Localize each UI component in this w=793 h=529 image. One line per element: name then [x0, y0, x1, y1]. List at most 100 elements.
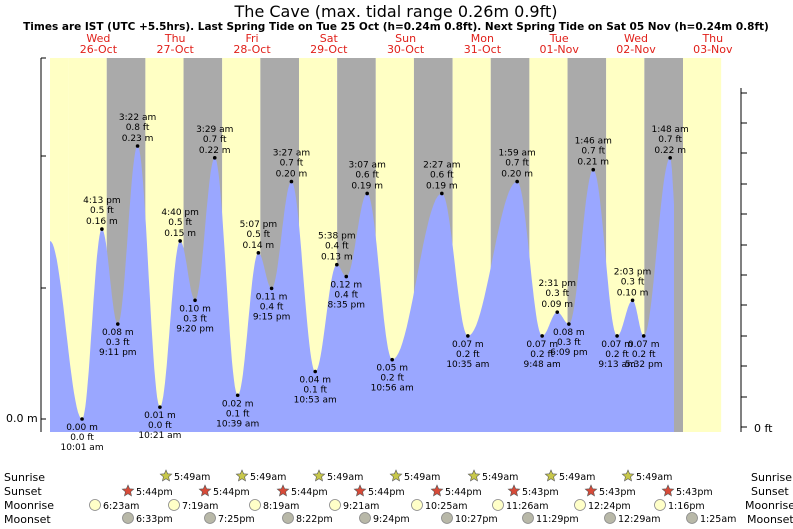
- moonset-icon: [441, 512, 453, 524]
- row-label-moonrise-right: Moonrise: [745, 499, 793, 512]
- moonset-time: 12:29am: [618, 514, 660, 525]
- day-label-date: 31-Oct: [464, 43, 502, 56]
- moonset-icon: [204, 512, 216, 524]
- day-label-date: 03-Nov: [693, 43, 733, 56]
- tide-label-time: 9:15 pm: [253, 312, 291, 322]
- moonset-icon: [604, 512, 616, 524]
- tide-label-ft: 0.2 ft: [380, 374, 404, 384]
- tide-label-m: 0.19 m: [426, 181, 458, 191]
- moonrise-time: 10:25am: [425, 501, 467, 512]
- tide-point: [440, 191, 444, 196]
- moonset-time: 6:33pm: [136, 514, 173, 525]
- row-label-sunset-left: Sunset: [4, 485, 42, 498]
- row-label-moonset-right: Moonset: [747, 513, 793, 525]
- tide-label-ft: 0.7 ft: [505, 159, 529, 169]
- moonrise-icon: [654, 499, 666, 511]
- tide-label-time: 10:53 am: [294, 396, 337, 406]
- tide-label-ft: 0.6 ft: [355, 170, 379, 180]
- sunrise-icon: [467, 469, 481, 482]
- sunrise-icon: [159, 469, 173, 482]
- tide-label-time: 5:32 pm: [625, 360, 663, 370]
- sunset-icon: [661, 484, 675, 497]
- tide-point: [313, 369, 318, 374]
- tide-label-ft: 0.4 ft: [325, 242, 349, 252]
- tide-label-ft: 0.5 ft: [90, 206, 114, 216]
- moonrise-time: 1:16pm: [668, 501, 705, 512]
- tide-label-m: 0.04 m: [299, 376, 331, 386]
- tide-label-ft: 0.1 ft: [303, 386, 327, 396]
- tide-label-time: 5:07 pm: [240, 220, 278, 230]
- sunrise-icon: [312, 469, 326, 482]
- sunrise-icon: [544, 469, 558, 482]
- moonrise-icon: [574, 499, 586, 511]
- moonrise-time: 11:26am: [506, 501, 548, 512]
- tide-point: [212, 156, 217, 160]
- tide-label-time: 2:03 pm: [614, 267, 652, 277]
- sunset-time: 5:44pm: [445, 487, 482, 498]
- tide-label-time: 6:09 pm: [550, 348, 588, 358]
- day-label-date: 30-Oct: [387, 43, 425, 56]
- tide-label-ft: 0.2 ft: [530, 350, 554, 360]
- tide-label-time: 1:46 am: [575, 137, 612, 147]
- tide-label-m: 0.13 m: [321, 253, 353, 263]
- moonrise-icon: [249, 499, 261, 511]
- plot-margin-left: [0, 58, 50, 432]
- moonset-icon: [282, 512, 294, 524]
- day-label-date: 02-Nov: [616, 43, 656, 56]
- sunset-icon: [430, 484, 444, 497]
- chart-title: The Cave (max. tidal range 0.26m 0.9ft): [234, 2, 558, 21]
- chart-axes: [40, 57, 747, 432]
- day-label-weekday: Fri: [245, 32, 258, 45]
- y-axis-label-left: 0.0 m: [6, 412, 38, 425]
- sunset-icon: [507, 484, 521, 497]
- sunset-time: 5:44pm: [291, 487, 328, 498]
- sunrise-icon: [389, 469, 403, 482]
- tide-label-ft: 0.3 ft: [183, 314, 207, 324]
- sunrise-time: 5:49am: [404, 472, 440, 483]
- tide-point: [100, 227, 104, 231]
- tide-point: [335, 262, 339, 267]
- tide-label-ft: 0.5 ft: [168, 218, 192, 228]
- tide-label-time: 3:27 am: [273, 149, 310, 159]
- tide-label-ft: 0.7 ft: [203, 135, 227, 145]
- tide-curve-area: [50, 146, 674, 432]
- tide-label-ft: 0.7 ft: [280, 159, 304, 169]
- tide-label-ft: 0.4 ft: [334, 291, 358, 301]
- moonset-time: 1:25am: [700, 514, 736, 525]
- sunset-time: 5:44pm: [213, 487, 250, 498]
- tide-label-time: 5:38 pm: [318, 232, 356, 242]
- tide-label-m: 0.09 m: [541, 300, 573, 310]
- tide-label-time: 4:13 pm: [83, 196, 121, 206]
- tide-point: [289, 179, 294, 184]
- sunrise-time: 5:49am: [250, 472, 286, 483]
- tide-label-ft: 0.7 ft: [581, 147, 605, 157]
- moonset-icon: [122, 512, 134, 524]
- sunrise-icon: [621, 469, 635, 482]
- moonset-time: 10:27pm: [455, 514, 498, 525]
- chart-subtitle: Times are IST (UTC +5.5hrs). Last Spring…: [23, 21, 769, 33]
- day-label-date: 27-Oct: [157, 43, 195, 56]
- tide-label-ft: 0.2 ft: [605, 350, 629, 360]
- tide-label-time: 9:48 am: [523, 360, 560, 370]
- sunrise-time: 5:49am: [636, 472, 672, 483]
- day-label-weekday: Wed: [86, 32, 110, 45]
- band-day: [683, 58, 722, 432]
- plot-margin-right: [740, 58, 793, 432]
- tide-label-time: 8:35 pm: [327, 301, 365, 311]
- sunset-icon: [584, 484, 598, 497]
- day-label-weekday: Sun: [395, 32, 416, 45]
- tide-point: [567, 322, 571, 326]
- tide-label-time: 10:35 am: [446, 360, 489, 370]
- tide-label-time: 10:01 am: [61, 443, 104, 453]
- sunset-time: 5:43pm: [522, 487, 559, 498]
- sunrise-time: 5:49am: [174, 472, 210, 483]
- moonset-icon: [522, 512, 534, 524]
- tide-label-ft: 0.1 ft: [226, 409, 250, 419]
- row-label-sunrise-right: Sunrise: [751, 471, 792, 484]
- tide-label-m: 0.07 m: [452, 340, 484, 350]
- tide-label-m: 0.14 m: [243, 241, 275, 251]
- row-label-moonrise-left: Moonrise: [4, 499, 54, 512]
- moonrise-time: 8:19am: [263, 501, 299, 512]
- tide-label-m: 0.07 m: [628, 340, 660, 350]
- tide-label-time: 3:29 am: [196, 125, 233, 135]
